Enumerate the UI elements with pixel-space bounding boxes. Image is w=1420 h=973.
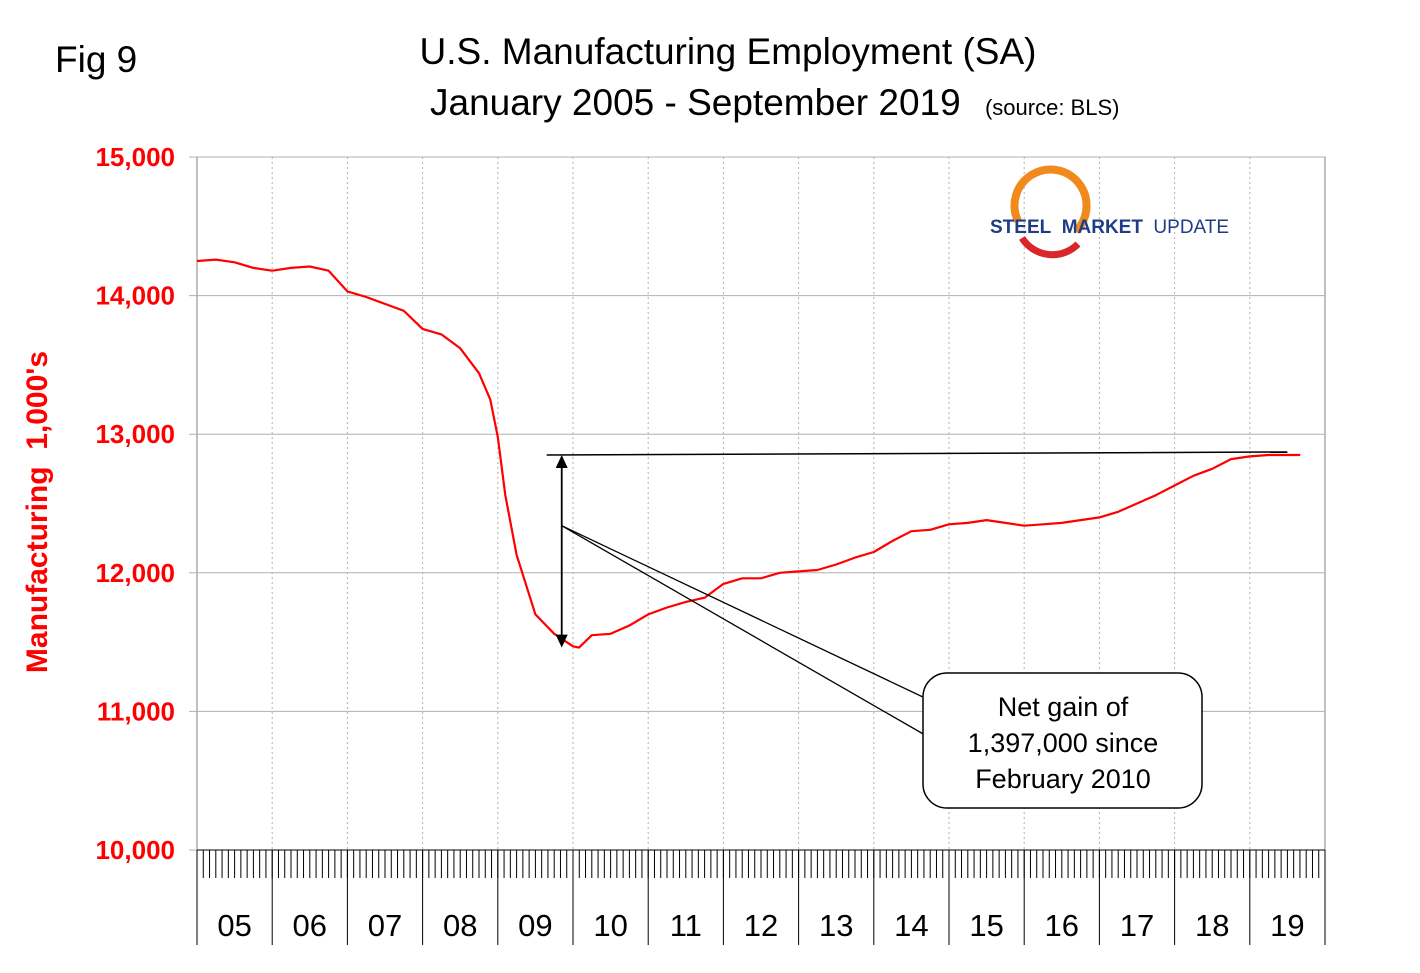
chart-title: U.S. Manufacturing Employment (SA) [420, 31, 1037, 72]
x-tick-label: 10 [593, 908, 627, 943]
reference-line [546, 451, 1288, 456]
logo-word-market: MARKET [1062, 217, 1144, 238]
callout-line-1: Net gain of [998, 692, 1129, 722]
x-tick-label: 07 [368, 908, 402, 943]
logo-word-update: UPDATE [1153, 217, 1229, 238]
callout-box [922, 672, 1203, 809]
x-tick-label: 16 [1045, 908, 1079, 943]
series-layer [196, 258, 1301, 649]
y-tick-label: 10,000 [95, 835, 175, 865]
callout-pointer-line [561, 525, 926, 736]
x-tick-label: 19 [1270, 908, 1304, 943]
series-line [196, 258, 1301, 649]
steel-market-update-logo: STEEL MARKET UPDATE [990, 165, 1229, 259]
figure-label: Fig 9 [55, 39, 137, 80]
x-tick-label: 06 [293, 908, 327, 943]
x-tick-label: 12 [744, 908, 778, 943]
x-tick-label: 11 [670, 908, 702, 943]
y-tick-label: 13,000 [95, 419, 175, 449]
y-tick-label: 11,000 [97, 696, 175, 726]
y-tick-label: 15,000 [95, 142, 175, 172]
subtitle-text: January 2005 - September 2019 [430, 82, 961, 123]
x-tick-label: 09 [518, 908, 552, 943]
x-tick-label: 18 [1195, 908, 1229, 943]
logo-swoosh-arc [1010, 165, 1091, 234]
x-tick-label: 14 [894, 908, 928, 943]
logo-text: STEEL MARKET UPDATE [990, 217, 1229, 238]
x-tick-label: 08 [443, 908, 477, 943]
callout-line-2: 1,397,000 since [968, 728, 1159, 758]
x-tick-label: 13 [819, 908, 853, 943]
callout: Net gain of 1,397,000 since February 201… [922, 672, 1203, 809]
gain-arrow-head-down [555, 634, 568, 648]
y-axis-label: Manufacturing 1,000's [21, 351, 54, 673]
callout-line-3: February 2010 [975, 764, 1151, 794]
gain-arrow-head-up [555, 454, 568, 468]
logo-word-steel: STEEL [990, 217, 1052, 238]
logo-swoosh-arc-red [1019, 235, 1081, 259]
vertical-gridlines [271, 157, 1251, 850]
callout-pointer-line [561, 525, 926, 699]
y-tick-label: 14,000 [95, 281, 175, 311]
annotations-layer [546, 451, 1288, 736]
x-tick-label: 17 [1120, 908, 1154, 943]
x-tick-label: 15 [969, 908, 1003, 943]
chart-subtitle: January 2005 - September 2019 (source: B… [430, 82, 1119, 123]
x-axis: 05 06 07 08 09 10 11 12 13 14 15 16 17 18 19 [196, 849, 1326, 945]
source-note: (source: BLS) [985, 95, 1120, 120]
y-axis-tick-labels: 10,000 11,000 12,000 13,000 14,000 15,000 [95, 142, 175, 865]
x-tick-label: 05 [217, 908, 251, 943]
y-tick-label: 12,000 [95, 558, 175, 588]
